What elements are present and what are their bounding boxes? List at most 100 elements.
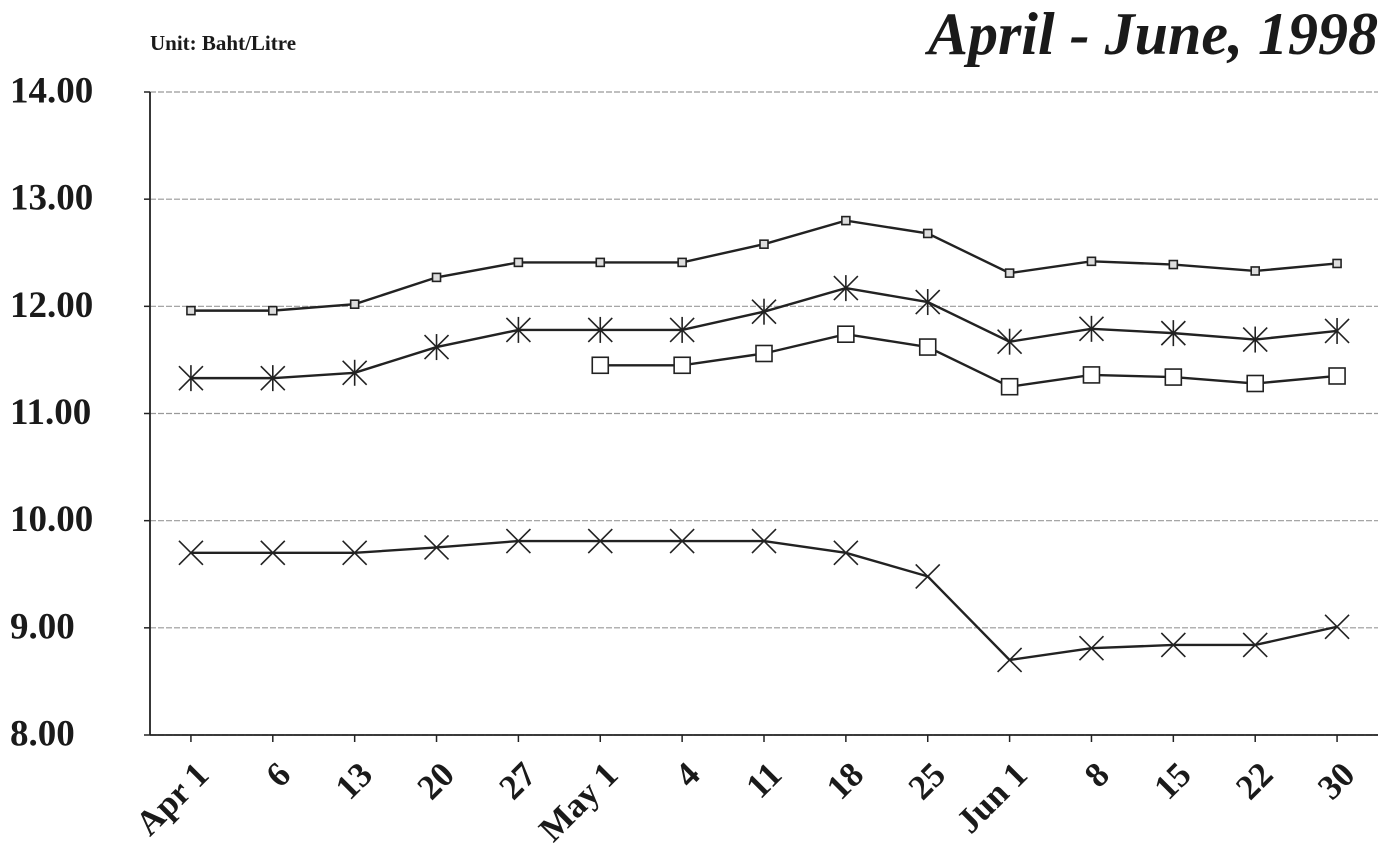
marker-shape xyxy=(1164,368,1183,386)
unit-label: Unit: Baht/Litre xyxy=(150,31,296,55)
point-marker xyxy=(1324,614,1350,640)
series-line xyxy=(190,219,1338,312)
point-marker xyxy=(1324,317,1350,344)
marker-stroke xyxy=(1324,614,1350,640)
series-line xyxy=(600,332,1338,388)
point-marker xyxy=(342,540,368,566)
marker-stroke xyxy=(1160,632,1186,658)
point-marker xyxy=(431,272,442,283)
marker-stroke xyxy=(833,540,859,566)
marker-shape xyxy=(755,344,773,363)
marker-shape xyxy=(431,272,442,283)
marker-shape xyxy=(186,305,196,316)
point-marker xyxy=(505,528,531,554)
x-tick-label: Apr 1 xyxy=(128,755,216,843)
point-marker xyxy=(587,528,613,554)
marker-shape xyxy=(1250,266,1260,276)
chart-title: April - June, 1998 xyxy=(924,1,1378,67)
point-marker xyxy=(833,540,859,566)
point-marker xyxy=(1082,366,1101,384)
point-marker xyxy=(669,316,695,343)
point-marker xyxy=(505,316,531,343)
marker-shape xyxy=(918,338,937,356)
point-marker xyxy=(186,305,196,316)
marker-stroke xyxy=(751,528,777,554)
y-tick-label: 11.00 xyxy=(10,392,91,433)
marker-shape xyxy=(1332,258,1342,269)
y-tick-label: 8.00 xyxy=(10,713,75,754)
point-marker xyxy=(1078,635,1105,661)
marker-shape xyxy=(1246,374,1264,393)
marker-shape xyxy=(1086,256,1097,267)
marker-shape xyxy=(1004,268,1015,278)
marker-stroke xyxy=(423,534,450,561)
marker-stroke xyxy=(1078,635,1105,661)
x-tick-label: 25 xyxy=(901,755,953,807)
marker-shape xyxy=(759,239,769,249)
x-tick-label: Jun 1 xyxy=(949,755,1035,841)
point-marker xyxy=(1086,256,1097,267)
marker-shape xyxy=(267,305,278,316)
x-tick-label: 30 xyxy=(1310,755,1362,807)
point-marker xyxy=(178,365,204,392)
x-tick-label: 15 xyxy=(1146,755,1198,807)
point-marker xyxy=(1000,377,1019,396)
marker-shape xyxy=(1168,259,1179,270)
marker-shape xyxy=(1000,377,1019,396)
x-tick-label: 20 xyxy=(410,755,462,807)
marker-shape xyxy=(673,356,691,375)
point-marker xyxy=(759,239,769,249)
marker-shape xyxy=(1328,367,1346,385)
series-line xyxy=(190,539,1338,662)
marker-stroke xyxy=(669,528,695,554)
marker-stroke xyxy=(1242,632,1268,658)
point-marker xyxy=(837,325,855,343)
point-marker xyxy=(915,289,941,316)
point-marker xyxy=(1004,268,1015,278)
y-tick-label: 12.00 xyxy=(10,285,93,326)
marker-shape xyxy=(591,356,610,375)
point-marker xyxy=(591,356,610,375)
y-tick-label: 13.00 xyxy=(10,178,93,219)
y-tick-label: 14.00 xyxy=(10,70,93,111)
marker-stroke xyxy=(505,528,531,554)
point-marker xyxy=(260,365,286,392)
point-marker xyxy=(1078,315,1105,342)
marker-stroke xyxy=(178,540,204,566)
marker-stroke xyxy=(342,540,368,566)
x-tick-label: 8 xyxy=(1077,755,1117,795)
point-marker xyxy=(1164,368,1183,386)
point-marker xyxy=(673,356,691,375)
marker-shape xyxy=(677,257,687,268)
point-marker xyxy=(1160,320,1186,347)
x-tick-label: 6 xyxy=(258,755,298,795)
point-marker xyxy=(423,534,450,561)
point-marker xyxy=(513,257,524,268)
point-marker xyxy=(595,257,606,268)
marker-shape xyxy=(513,257,524,268)
point-marker xyxy=(669,528,695,554)
point-marker xyxy=(1250,266,1260,276)
point-marker xyxy=(1168,259,1179,270)
point-marker xyxy=(178,540,204,566)
point-marker xyxy=(267,305,278,316)
point-marker xyxy=(1328,367,1346,385)
marker-shape xyxy=(841,215,851,226)
point-marker xyxy=(751,528,777,554)
marker-stroke xyxy=(997,647,1023,673)
point-marker xyxy=(1246,374,1264,393)
point-marker xyxy=(677,257,687,268)
point-marker xyxy=(1242,326,1268,353)
point-marker xyxy=(587,316,613,343)
marker-shape xyxy=(595,257,606,268)
marker-shape xyxy=(1082,366,1101,384)
marker-stroke xyxy=(260,540,286,566)
point-marker xyxy=(1160,632,1186,658)
x-tick-label: 22 xyxy=(1228,755,1280,807)
x-tick-label: 11 xyxy=(738,755,789,806)
point-marker xyxy=(997,647,1023,673)
point-marker xyxy=(1242,632,1268,658)
y-tick-label: 9.00 xyxy=(10,606,75,647)
point-marker xyxy=(915,563,941,589)
